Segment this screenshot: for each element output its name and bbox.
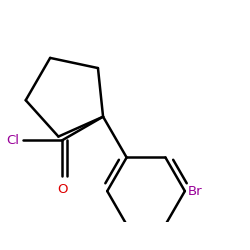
Text: Cl: Cl — [6, 134, 19, 147]
Text: Br: Br — [188, 184, 202, 198]
Text: O: O — [57, 183, 68, 196]
